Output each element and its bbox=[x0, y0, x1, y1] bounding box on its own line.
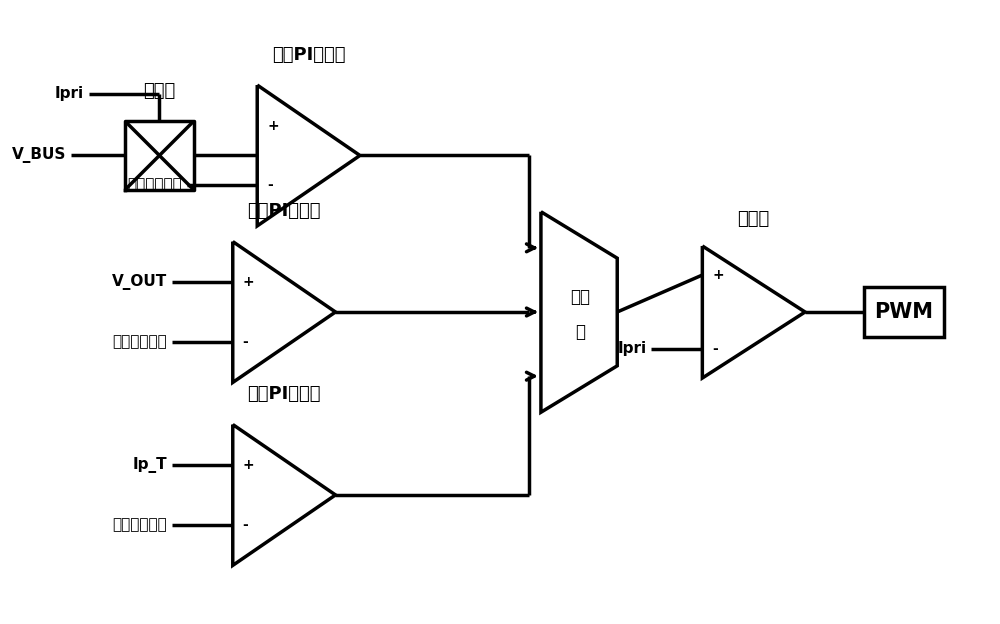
Text: 电压PI控制器: 电压PI控制器 bbox=[247, 202, 321, 220]
Text: +: + bbox=[243, 275, 254, 290]
Text: 比较器: 比较器 bbox=[738, 210, 770, 228]
Text: -: - bbox=[243, 334, 248, 349]
Text: +: + bbox=[243, 459, 254, 472]
Text: +: + bbox=[712, 268, 724, 282]
Text: 电流PI控制器: 电流PI控制器 bbox=[247, 385, 321, 403]
Text: 功率PI控制器: 功率PI控制器 bbox=[272, 46, 345, 64]
Text: 乘法器: 乘法器 bbox=[143, 82, 176, 100]
Text: -: - bbox=[267, 178, 273, 192]
Text: -: - bbox=[243, 517, 248, 532]
Text: 用户设定功率: 用户设定功率 bbox=[127, 178, 182, 193]
Text: 用户设定电压: 用户设定电压 bbox=[112, 334, 167, 349]
Text: 选择: 选择 bbox=[571, 288, 591, 306]
Text: PWM: PWM bbox=[874, 302, 933, 322]
Text: 器: 器 bbox=[576, 323, 586, 341]
Text: +: + bbox=[267, 119, 279, 133]
Text: V_BUS: V_BUS bbox=[12, 147, 66, 163]
Text: V_OUT: V_OUT bbox=[112, 275, 167, 290]
Text: -: - bbox=[712, 342, 718, 356]
FancyBboxPatch shape bbox=[864, 286, 944, 338]
Text: Ipri: Ipri bbox=[55, 86, 84, 101]
Text: Ipri: Ipri bbox=[617, 341, 647, 356]
Text: 用户设定电流: 用户设定电流 bbox=[112, 517, 167, 532]
Text: Ip_T: Ip_T bbox=[133, 457, 167, 474]
